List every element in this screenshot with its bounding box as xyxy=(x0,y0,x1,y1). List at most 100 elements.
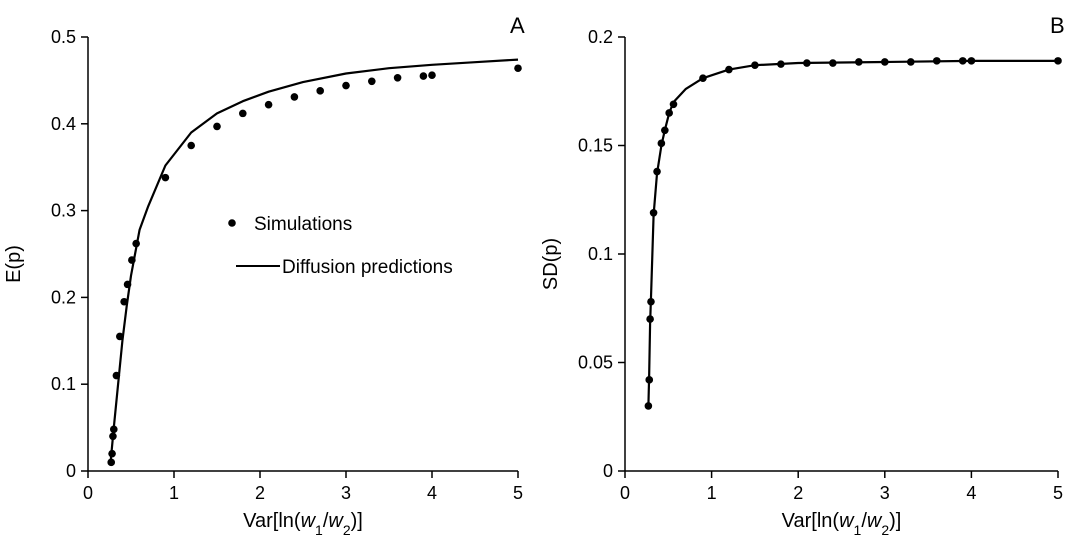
simulation-point-a xyxy=(419,72,428,80)
simulation-point-a xyxy=(110,425,118,434)
simulation-point-a xyxy=(123,280,132,289)
simulation-point-b xyxy=(932,57,941,65)
simulation-point-b xyxy=(646,315,654,323)
axes-b xyxy=(624,37,1058,472)
x-axis-label-b-w2: w xyxy=(867,510,883,532)
prediction-curve-a xyxy=(109,58,519,465)
x-axis-label-b-slash: / xyxy=(861,510,867,532)
x-tick-label-b-0: 0 xyxy=(620,483,630,503)
x-tick-label-b-2: 2 xyxy=(793,483,803,503)
simulation-point-b xyxy=(645,376,654,384)
simulation-point-a xyxy=(393,73,402,82)
simulation-point-a xyxy=(187,141,195,150)
x-tick-label-a-0: 0 xyxy=(83,483,93,503)
ticks-b: 0 1 2 3 4 5 0 0.05 0.1 0.15 0.2 xyxy=(578,27,1063,503)
simulation-point-b xyxy=(661,126,669,135)
simulation-point-b xyxy=(665,109,673,117)
x-axis-label-a-w1: w xyxy=(301,510,317,532)
simulation-point-b xyxy=(699,74,707,83)
x-axis-label-a-slash: / xyxy=(323,510,329,532)
prediction-curve-b xyxy=(647,59,1058,406)
simulation-point-a xyxy=(264,100,273,109)
x-tick-label-a-2: 2 xyxy=(255,483,265,503)
simulation-point-b xyxy=(657,139,666,148)
y-tick-label-a-0: 0 xyxy=(66,461,76,481)
simulation-point-a xyxy=(239,109,247,118)
simulation-point-b xyxy=(1054,57,1062,65)
simulation-point-a xyxy=(290,93,299,101)
simulation-point-a xyxy=(109,432,117,441)
legend-dot-marker xyxy=(228,219,236,227)
prediction-line-a xyxy=(109,58,519,465)
y-tick-label-b-4: 0.2 xyxy=(588,27,613,47)
simulation-point-a xyxy=(428,71,436,79)
x-axis-label-b-sub2: 2 xyxy=(881,522,889,535)
x-tick-label-a-5: 5 xyxy=(513,483,523,503)
simulation-point-b xyxy=(649,208,658,217)
simulation-point-a xyxy=(514,64,522,73)
simulation-point-b xyxy=(725,65,733,74)
x-axis-label-a-sub2: 2 xyxy=(343,522,351,535)
x-axis-label-b-w1: w xyxy=(839,510,855,532)
simulation-points-b xyxy=(644,57,1062,410)
x-tick-label-a-3: 3 xyxy=(341,483,351,503)
y-tick-label-b-2: 0.1 xyxy=(588,244,613,264)
simulation-point-a xyxy=(368,77,376,86)
simulation-point-a xyxy=(213,122,221,131)
simulation-point-b xyxy=(777,60,785,68)
x-axis-label-a-pre: Var[ln( xyxy=(243,510,301,532)
simulation-point-b xyxy=(751,61,759,70)
panel-label-b: B xyxy=(1050,13,1065,38)
x-axis-label-a: Var[ln(w1/w2)] xyxy=(243,510,363,535)
simulation-point-a xyxy=(120,297,128,306)
y-tick-label-b-1: 0.05 xyxy=(578,353,613,373)
x-axis-label-b-post: )] xyxy=(889,510,901,532)
simulation-point-b xyxy=(881,58,889,66)
y-axis-label-b: SD(p) xyxy=(540,238,562,290)
simulation-point-a xyxy=(316,87,325,95)
x-axis-label-a-post: )] xyxy=(351,510,363,532)
simulation-point-a xyxy=(112,371,121,380)
y-tick-label-a-2: 0.2 xyxy=(51,287,76,307)
legend: Simulations Diffusion predictions xyxy=(228,214,453,278)
x-tick-label-a-1: 1 xyxy=(169,483,179,503)
simulation-point-b xyxy=(967,57,976,65)
simulation-point-b xyxy=(855,58,863,66)
x-tick-label-b-1: 1 xyxy=(707,483,717,503)
ticks-a: 0 1 2 3 4 5 0 0.1 0.2 0.3 0.4 0.5 xyxy=(51,27,523,503)
x-tick-label-b-4: 4 xyxy=(966,483,976,503)
x-axis-label-b-sub1: 1 xyxy=(854,522,862,535)
simulation-point-b xyxy=(906,58,915,66)
panel-label-a: A xyxy=(510,13,525,38)
simulation-point-b xyxy=(829,59,837,67)
x-axis-label-a-w2: w xyxy=(328,510,344,532)
simulation-point-a xyxy=(342,81,350,90)
x-tick-label-b-5: 5 xyxy=(1053,483,1063,503)
simulation-point-a xyxy=(132,239,140,248)
x-axis-label-b-pre: Var[ln( xyxy=(782,510,840,532)
x-tick-label-a-4: 4 xyxy=(427,483,437,503)
x-tick-label-b-3: 3 xyxy=(880,483,890,503)
y-tick-label-b-3: 0.15 xyxy=(578,136,613,156)
prediction-line-b xyxy=(647,59,1058,406)
y-tick-label-a-1: 0.1 xyxy=(51,374,76,394)
y-tick-label-b-0: 0 xyxy=(603,461,613,481)
simulation-point-a xyxy=(161,173,170,182)
simulation-point-b xyxy=(958,57,967,65)
simulation-point-b xyxy=(803,59,811,67)
simulation-point-a xyxy=(128,256,136,264)
axes-a xyxy=(87,37,518,472)
y-axis-label-a: E(p) xyxy=(3,245,25,283)
simulation-point-a xyxy=(107,458,116,467)
panel-b: 0 1 2 3 4 500.050.10.150.2 B SD(p) Var[ln(w1/… xyxy=(540,13,1065,535)
x-axis-label-b: Var[ln(w1/w2)] xyxy=(782,510,902,535)
simulation-point-a xyxy=(108,449,116,458)
y-tick-label-a-5: 0.5 xyxy=(51,27,76,47)
simulation-point-a xyxy=(116,332,124,341)
y-tick-label-a-4: 0.4 xyxy=(51,114,76,134)
panel-a: 0 1 2 3 4 500.10.20.30.40.5 A E(p) Var[ln(w1/… xyxy=(3,13,525,535)
simulation-points-a xyxy=(107,64,522,467)
x-axis-label-a-sub1: 1 xyxy=(315,522,323,535)
simulation-point-b xyxy=(644,402,653,410)
